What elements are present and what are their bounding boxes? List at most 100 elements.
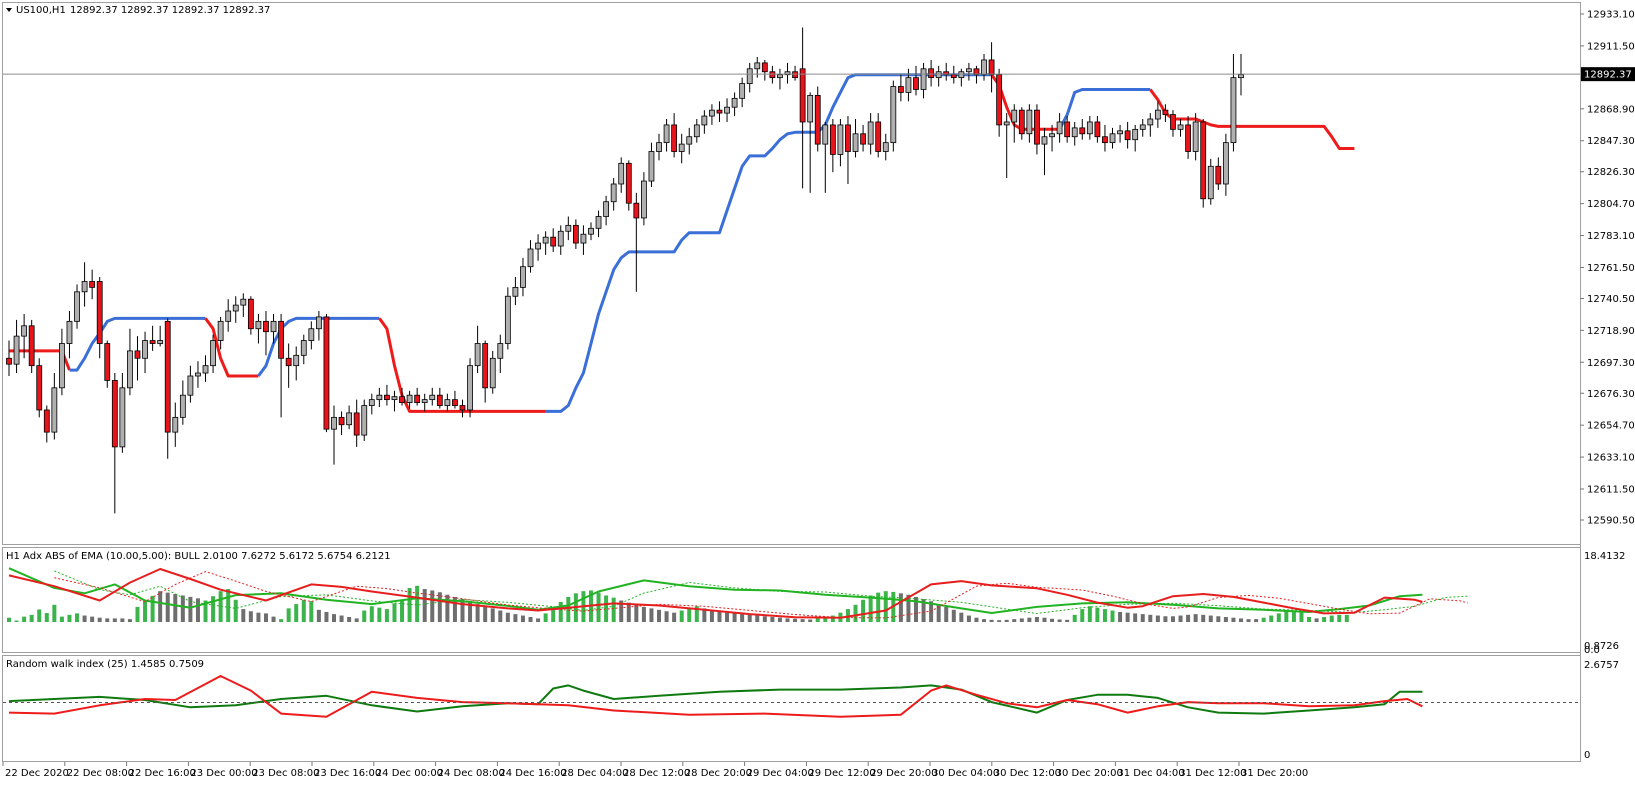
candle[interactable] [520, 257, 526, 297]
candle[interactable] [1162, 104, 1169, 122]
candle[interactable] [1071, 121, 1078, 146]
candle[interactable] [384, 384, 390, 406]
candle[interactable] [777, 68, 783, 90]
candle[interactable] [807, 92, 814, 193]
candle[interactable] [270, 313, 277, 344]
candle[interactable] [928, 59, 935, 87]
candle[interactable] [1011, 104, 1018, 143]
candle[interactable] [406, 390, 413, 409]
candle[interactable] [1041, 127, 1048, 176]
candle[interactable] [1124, 121, 1131, 149]
candle[interactable] [1109, 127, 1116, 149]
candle[interactable] [935, 65, 942, 87]
candle[interactable] [618, 157, 625, 193]
candle[interactable] [202, 355, 209, 382]
candle[interactable] [603, 195, 610, 226]
candle[interactable] [429, 387, 436, 406]
candle[interactable] [368, 393, 375, 415]
candle[interactable] [1056, 113, 1063, 143]
candle[interactable] [232, 296, 239, 323]
candle[interactable] [761, 59, 768, 81]
candle[interactable] [164, 318, 171, 459]
candle[interactable] [421, 393, 428, 412]
collapse-triangle-icon[interactable] [6, 8, 12, 12]
candle[interactable] [1034, 104, 1040, 155]
candle[interactable] [610, 178, 617, 211]
candle[interactable] [527, 240, 534, 273]
candle[interactable] [1185, 116, 1191, 159]
candle[interactable] [656, 133, 662, 161]
candle[interactable] [315, 311, 322, 341]
candle[interactable] [323, 313, 330, 433]
candle[interactable] [414, 387, 421, 406]
candle[interactable] [51, 373, 58, 440]
candle[interactable] [353, 399, 360, 447]
candle[interactable] [799, 27, 806, 189]
candle[interactable] [890, 80, 897, 152]
candle[interactable] [860, 124, 866, 152]
candle[interactable] [278, 313, 284, 418]
candle[interactable] [13, 319, 20, 374]
candle[interactable] [784, 62, 791, 84]
candle[interactable] [104, 340, 111, 388]
candle[interactable] [693, 119, 700, 143]
candle[interactable] [663, 119, 670, 152]
candle[interactable] [709, 104, 715, 125]
candle[interactable] [981, 54, 987, 81]
candle[interactable] [1147, 113, 1154, 137]
candle[interactable] [43, 405, 50, 443]
candle[interactable] [852, 119, 859, 158]
candle[interactable] [482, 340, 489, 403]
candle[interactable] [81, 262, 88, 307]
candle[interactable] [1018, 107, 1025, 140]
candle[interactable] [739, 77, 746, 108]
candle[interactable] [565, 216, 572, 241]
candle[interactable] [210, 334, 216, 374]
candle[interactable] [1192, 113, 1199, 161]
candle[interactable] [958, 68, 965, 87]
candle[interactable] [157, 325, 164, 347]
candle[interactable] [648, 142, 655, 187]
candle[interactable] [822, 121, 829, 193]
candle[interactable] [111, 373, 118, 514]
candle[interactable] [535, 234, 541, 261]
candle[interactable] [988, 42, 995, 93]
candle[interactable] [769, 65, 776, 84]
candle[interactable] [300, 334, 307, 365]
candle[interactable] [1200, 119, 1207, 208]
candle[interactable] [1102, 124, 1108, 152]
candle[interactable] [1170, 110, 1176, 137]
candle[interactable] [724, 98, 730, 122]
candle[interactable] [338, 411, 345, 436]
candle[interactable] [875, 113, 882, 158]
candle[interactable] [882, 133, 889, 161]
candle[interactable] [950, 65, 957, 84]
candle[interactable] [1094, 116, 1101, 143]
candle[interactable] [187, 365, 194, 403]
candle[interactable] [467, 358, 473, 418]
candle[interactable] [391, 390, 398, 412]
candle[interactable] [149, 325, 156, 351]
candle[interactable] [119, 373, 126, 453]
candle[interactable] [1026, 104, 1033, 143]
candle[interactable] [550, 228, 557, 252]
candle[interactable] [1117, 124, 1123, 143]
candle[interactable] [595, 210, 602, 238]
candle[interactable] [996, 68, 1003, 137]
candle[interactable] [913, 65, 919, 96]
candle[interactable] [731, 92, 738, 117]
candle[interactable] [217, 316, 224, 350]
candle[interactable] [21, 313, 28, 359]
candle[interactable] [74, 284, 80, 329]
candle[interactable] [225, 299, 232, 332]
candle[interactable] [172, 402, 179, 447]
candle[interactable] [897, 74, 904, 102]
candle[interactable] [489, 350, 496, 394]
candle[interactable] [399, 387, 405, 406]
candle[interactable] [127, 328, 133, 396]
candle[interactable] [837, 119, 844, 167]
candle[interactable] [247, 296, 254, 335]
candle[interactable] [376, 387, 383, 408]
candle[interactable] [308, 321, 315, 350]
